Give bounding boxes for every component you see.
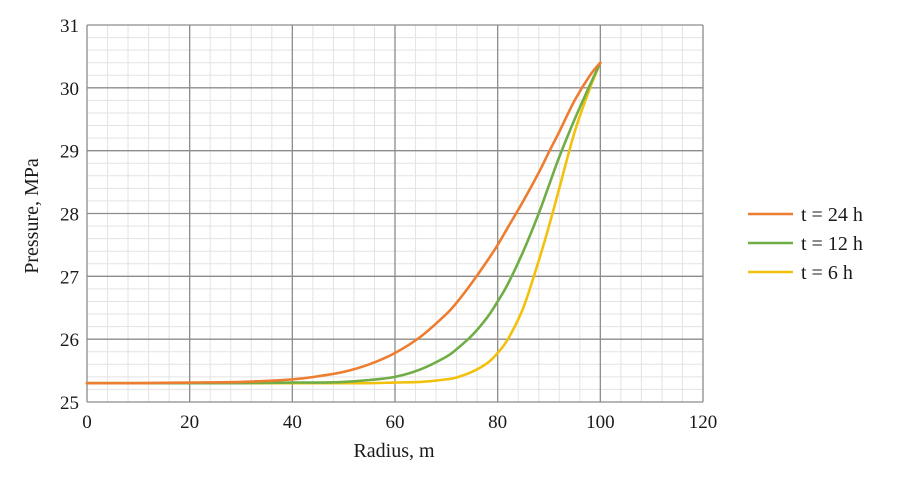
legend-item: t = 24 h — [748, 204, 863, 226]
legend-label: t = 12 h — [801, 233, 863, 255]
y-tick-label: 30 — [60, 79, 79, 100]
legend-item: t = 12 h — [748, 233, 863, 255]
y-axis-title: Pressure, MPa — [21, 158, 43, 274]
x-tick-label: 20 — [180, 412, 199, 433]
x-tick-labels: 0 20 40 60 80 100 120 — [82, 412, 717, 433]
x-tick-label: 0 — [82, 412, 92, 433]
y-tick-label: 26 — [60, 330, 79, 351]
x-tick-label: 100 — [586, 412, 615, 433]
legend-label: t = 6 h — [801, 262, 853, 284]
y-tick-label: 28 — [60, 205, 79, 226]
x-tick-label: 80 — [488, 412, 507, 433]
x-tick-label: 60 — [386, 412, 405, 433]
y-tick-label: 29 — [60, 142, 79, 163]
y-tick-label: 25 — [60, 393, 79, 414]
x-tick-label: 120 — [689, 412, 718, 433]
series-line-t-12-h — [85, 61, 602, 385]
x-tick-label: 40 — [283, 412, 302, 433]
y-tick-label: 31 — [60, 16, 79, 37]
legend: t = 24 h t = 12 h t = 6 h — [748, 204, 863, 284]
series-lines — [85, 61, 602, 385]
y-tick-labels: 25 26 27 28 29 30 31 — [60, 16, 79, 414]
major-grid — [86, 24, 704, 403]
legend-item: t = 6 h — [748, 262, 853, 284]
legend-label: t = 24 h — [801, 204, 863, 226]
series-line-t-6-h — [85, 61, 602, 385]
series-line-t-24-h — [85, 61, 602, 385]
y-tick-label: 27 — [60, 267, 79, 288]
x-axis-title: Radius, m — [353, 440, 435, 462]
